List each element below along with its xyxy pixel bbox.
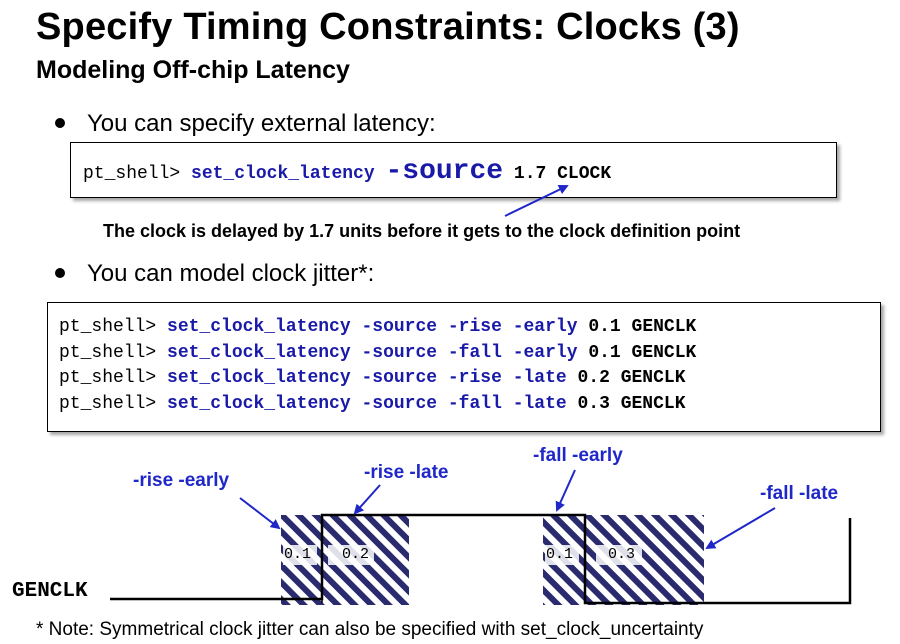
fall-early-label: -fall -early: [533, 445, 623, 466]
code-box-latency: pt_shell> set_clock_latency -source 1.7 …: [70, 142, 837, 198]
bullet-dot: [55, 267, 65, 278]
command-name: set_clock_latency -source -fall -late: [167, 393, 578, 414]
fall-late-value: 0.3: [608, 546, 636, 563]
shell-prompt: pt_shell>: [59, 342, 168, 363]
footnote: * Note: Symmetrical clock jitter can als…: [36, 619, 704, 640]
command-name: set_clock_latency -source -rise -early: [167, 317, 589, 337]
bullet-text: You can model clock jitter*:: [87, 260, 375, 287]
command-name: set_clock_latency -source -fall -early: [167, 342, 589, 363]
rise-late-arrow: [353, 484, 381, 515]
code-line: pt_shell> set_clock_latency -source -ris…: [59, 366, 696, 392]
latency-arrow: [504, 184, 569, 217]
code-line: pt_shell> set_clock_latency -source -fal…: [59, 341, 696, 367]
shell-prompt: pt_shell>: [83, 164, 192, 184]
command-option: -source: [385, 156, 504, 187]
rise-early-value: 0.1: [284, 546, 312, 563]
bullet-clock-jitter: You can model clock jitter*:: [55, 260, 374, 288]
bullet-external-latency: You can specify external latency:: [55, 110, 436, 138]
fall-late-label: -fall -late: [760, 483, 839, 504]
bullet-text: You can specify external latency:: [87, 110, 436, 137]
latency-note: The clock is delayed by 1.7 units before…: [103, 221, 741, 241]
code-box-jitter: pt_shell> set_clock_latency -source -ris…: [47, 302, 881, 432]
signal-label: GENCLK: [12, 580, 88, 603]
rise-late-value: 0.2: [342, 546, 370, 563]
bullet-dot: [55, 117, 65, 128]
command-value: 0.1 GENCLK: [588, 342, 697, 363]
rise-early-label: -rise -early: [133, 470, 230, 491]
code-lines: pt_shell> set_clock_latency -source -ris…: [59, 315, 696, 417]
fall-early-arrow: [555, 469, 576, 512]
page-title: Specify Timing Constraints: Clocks (3): [36, 6, 740, 48]
shell-prompt: pt_shell>: [59, 317, 168, 337]
command-name: set_clock_latency -source -rise -late: [167, 368, 578, 388]
command-value: 0.1 GENCLK: [588, 317, 697, 337]
code-line: pt_shell> set_clock_latency -source 1.7 …: [83, 156, 611, 187]
shell-prompt: pt_shell>: [59, 368, 168, 388]
code-line: pt_shell> set_clock_latency -source -fal…: [59, 392, 696, 418]
fall-late-arrow: [705, 507, 776, 550]
command-value: 0.3 GENCLK: [577, 393, 686, 414]
command-name: set_clock_latency: [191, 164, 386, 184]
command-value: 1.7: [503, 164, 558, 184]
fall-early-value: 0.1: [546, 546, 574, 563]
rise-early-arrow: [239, 497, 281, 530]
shell-prompt: pt_shell>: [59, 393, 168, 414]
code-line: pt_shell> set_clock_latency -source -ris…: [59, 315, 696, 341]
command-value: 0.2 GENCLK: [577, 368, 686, 388]
command-clock: CLOCK: [557, 164, 612, 184]
page-subtitle: Modeling Off-chip Latency: [36, 56, 350, 84]
rise-late-label: -rise -late: [364, 462, 449, 483]
